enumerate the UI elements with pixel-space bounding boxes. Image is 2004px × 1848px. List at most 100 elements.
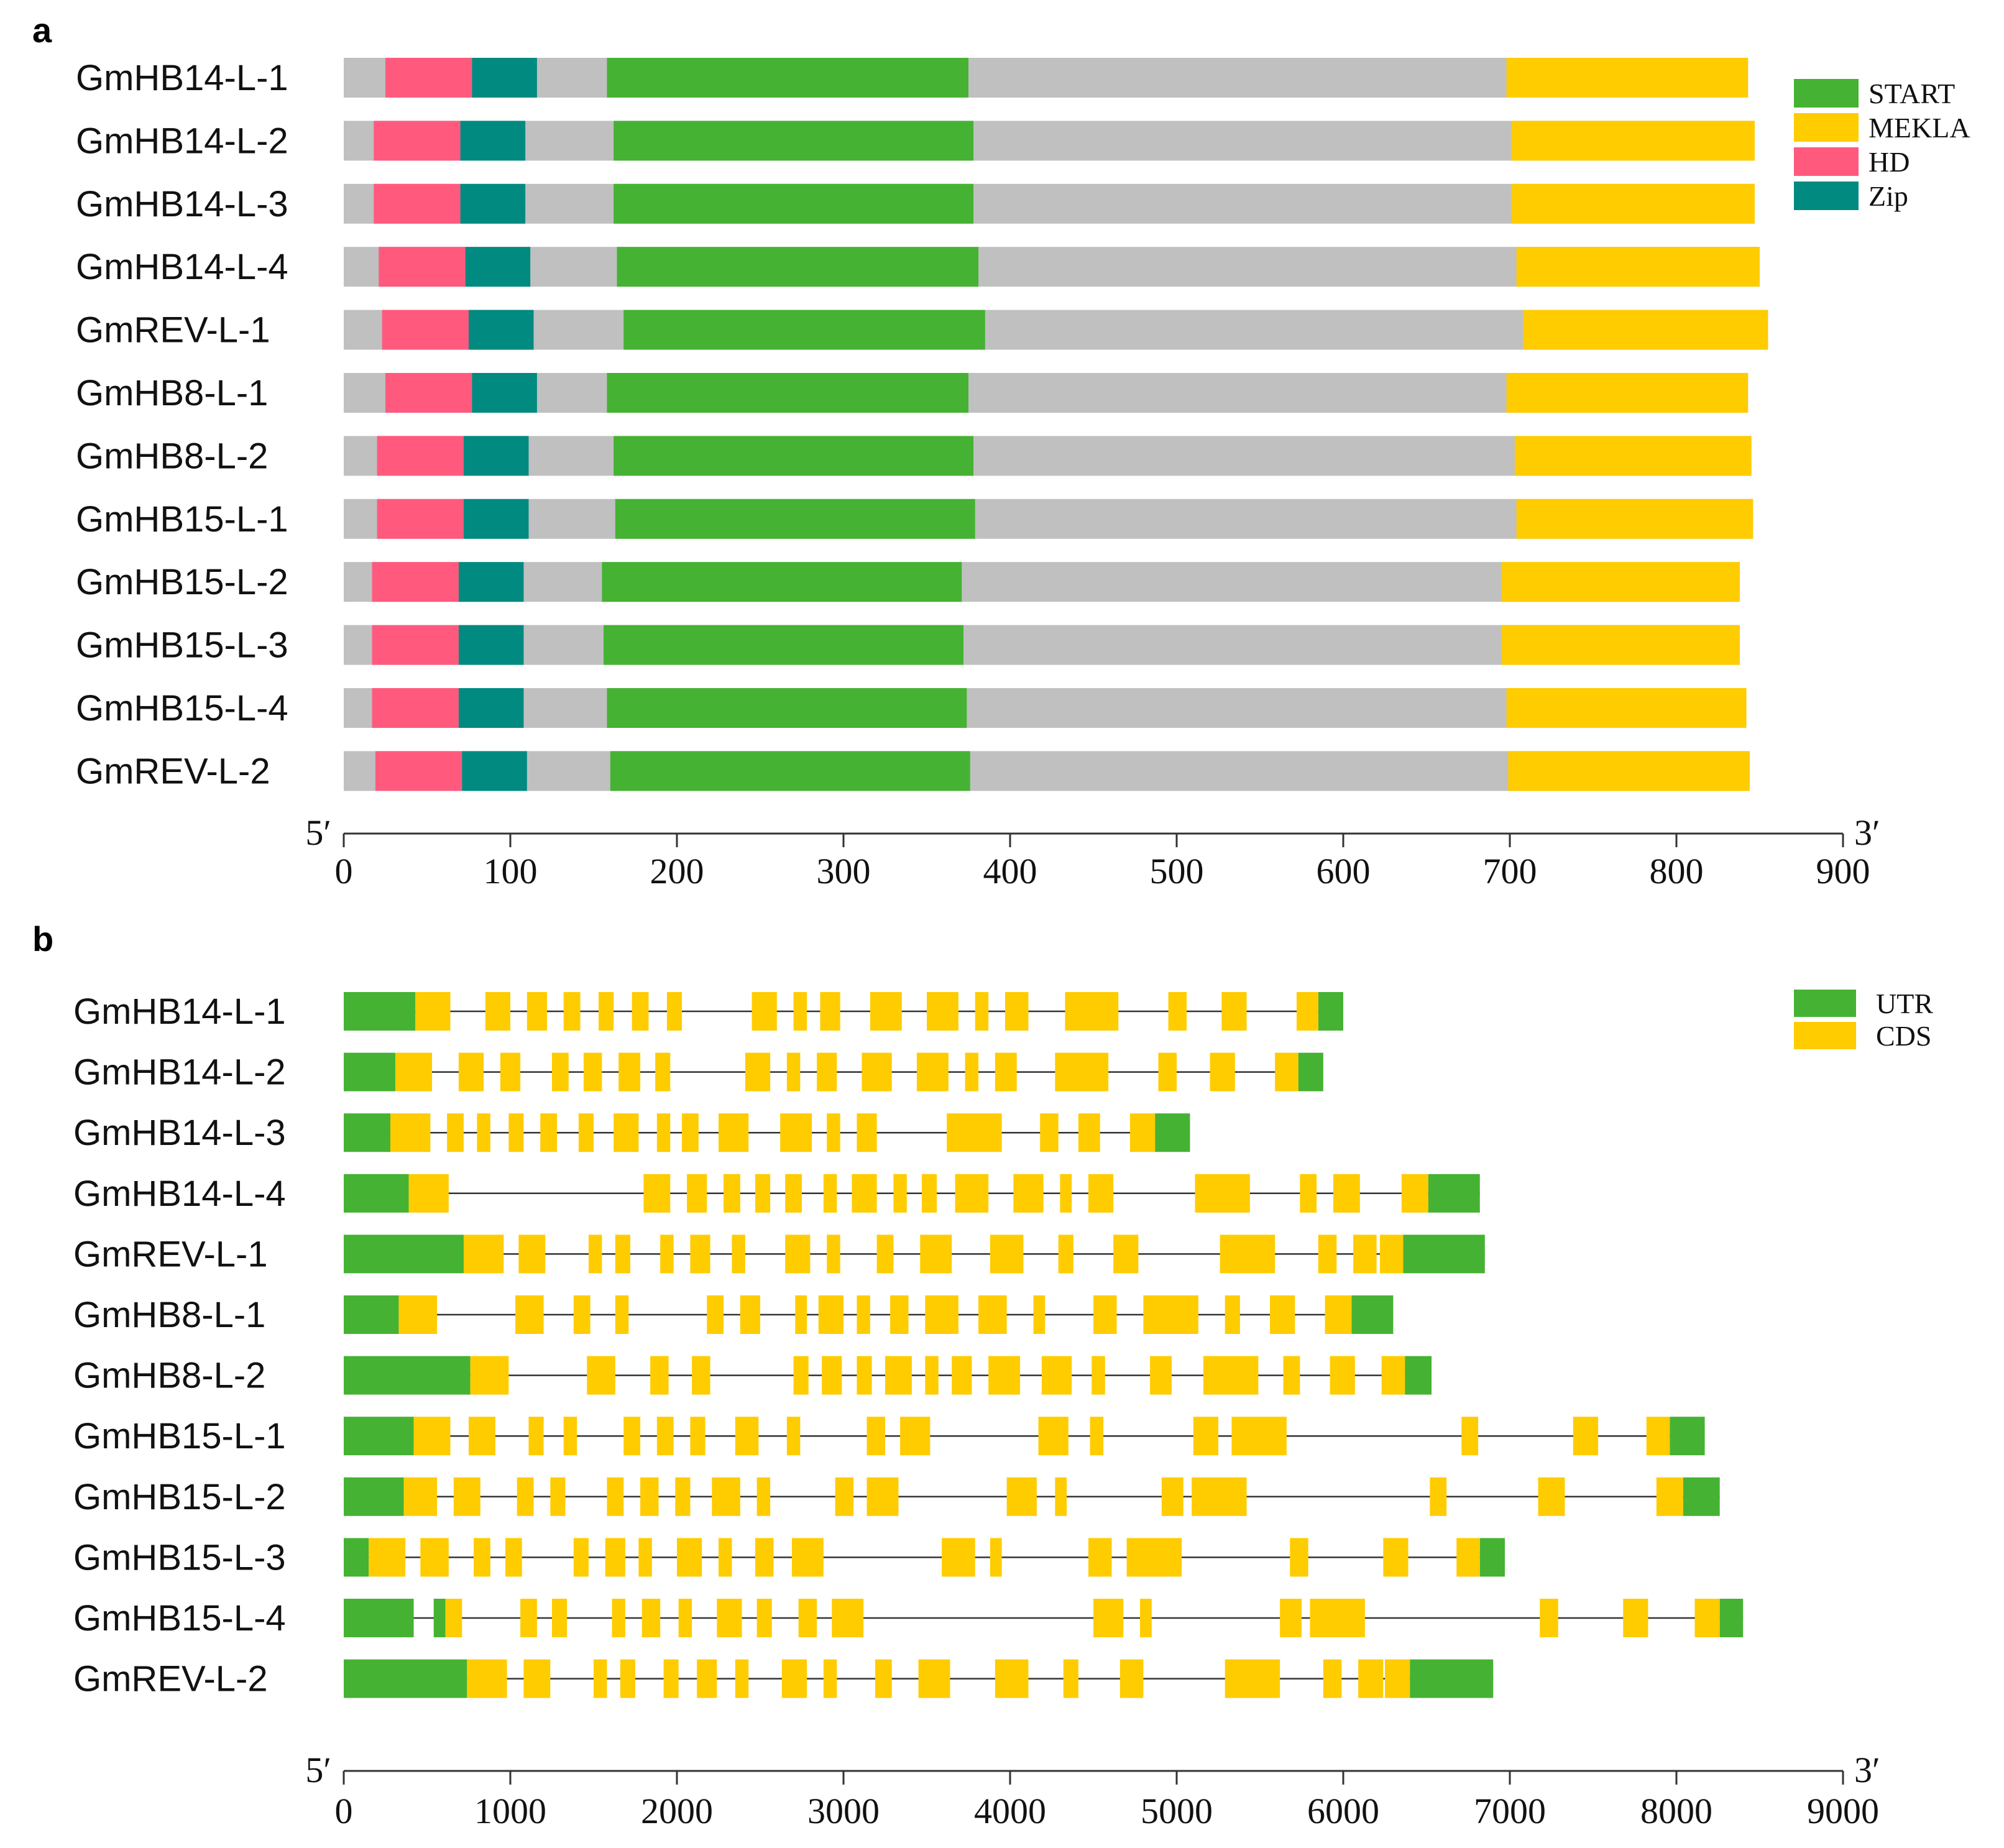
gene-row-gmrev-l-1: GmREV-L-1 [76,310,1768,351]
cds-block [793,1356,809,1395]
cds-block [893,1174,907,1213]
utr-block [344,1052,396,1092]
domain-start [615,499,975,539]
cds-block [1140,1599,1152,1637]
cds-block [599,992,614,1031]
gene-row-gmhb14-l-3: GmHB14-L-3 [76,183,1755,224]
cds-block [656,1113,671,1152]
cds-block [1231,1417,1287,1456]
cds-block [1694,1599,1720,1637]
cds-block [583,1052,602,1092]
cds-block [1041,1356,1072,1395]
gene-label: GmHB14-L-1 [73,991,286,1032]
cds-block [578,1113,594,1152]
panel-b-gene-structure: b GmHB14-L-1GmHB14-L-2GmHB14-L-3GmHB14-L… [32,919,1933,1831]
domain-mekla [1508,751,1750,791]
cds-block [1088,1538,1112,1577]
gene-row-gmhb15-l-3: GmHB15-L-3 [76,625,1740,666]
gene-label: GmHB15-L-3 [73,1537,286,1578]
cds-block [952,1356,972,1395]
cds-block [403,1477,438,1516]
cds-block [793,992,807,1031]
cds-block [1168,992,1187,1031]
utr-block [1403,1234,1485,1274]
five-prime-label: 5′ [305,1750,331,1790]
cds-block [707,1295,724,1334]
cds-block [1383,1538,1409,1577]
cds-block [1126,1538,1182,1577]
cds-block [1323,1659,1342,1698]
cds-block [780,1113,812,1152]
panel-a-letter: a [32,11,52,50]
legend-item-start: START [1794,78,1955,109]
gene-row-gmhb8-l-1: GmHB8-L-1 [73,1295,1394,1335]
cds-block [1221,992,1247,1031]
cds-block [995,1659,1029,1698]
utr-block [344,992,416,1031]
panel-a-gene-rows: GmHB14-L-1 GmHB14-L-2 GmHB14-L-3 GmHB14-L-4… [76,58,1768,791]
cds-block [623,1417,641,1456]
domain-zip [458,625,524,665]
cds-block [1381,1356,1405,1395]
cds-block [485,992,510,1031]
cds-block [927,992,958,1031]
domain-start [617,247,979,287]
cds-block [1004,992,1029,1031]
x-tick-label: 2000 [641,1791,713,1831]
utr-block [433,1599,446,1637]
cds-block [916,1052,949,1092]
cds-block [612,1599,625,1637]
cds-block [890,1295,909,1334]
cds-block [1290,1538,1308,1577]
cds-block [1330,1356,1355,1395]
cds-block [467,1659,507,1698]
legend-swatch [1794,1022,1856,1049]
x-tick-label: 1000 [474,1791,546,1831]
utr-block [344,1599,414,1637]
domain-start [607,58,968,98]
cds-block [822,1356,842,1395]
cds-block [719,1538,732,1577]
gene-row-gmhb8-l-2: GmHB8-L-2 [76,436,1752,476]
utr-block [1155,1113,1190,1152]
cds-block [675,1477,691,1516]
cds-block [832,1599,864,1637]
gene-label: GmHB14-L-2 [76,121,288,161]
cds-block [921,1174,937,1213]
x-tick-label: 4000 [974,1791,1046,1831]
domain-start [607,373,968,413]
cds-block [678,1599,692,1637]
x-tick-label: 500 [1150,851,1204,891]
cds-block [470,1356,509,1395]
cds-block [1093,1599,1124,1637]
domain-zip [465,247,531,287]
x-tick-label: 300 [817,851,871,891]
cds-block [517,1477,534,1516]
cds-block [682,1113,699,1152]
domain-zip [460,121,526,161]
cds-block [1656,1477,1683,1516]
cds-block [925,1295,958,1334]
gene-label: GmHB8-L-1 [73,1295,265,1335]
cds-block [550,1477,566,1516]
domain-mekla [1516,499,1754,539]
cds-block [995,1052,1017,1092]
legend-swatch [1794,113,1859,142]
cds-block [690,1417,706,1456]
cds-block [920,1234,952,1274]
cds-block [552,1052,569,1092]
legend-label: HD [1868,146,1910,178]
legend-item-mekla: MEKLA [1794,112,1970,144]
cds-block [1623,1599,1648,1637]
cds-block [518,1234,546,1274]
gene-label: GmREV-L-2 [76,751,270,791]
domain-hd [372,688,459,728]
cds-block [835,1477,854,1516]
cds-block [638,1538,652,1577]
cds-block [398,1295,438,1334]
cds-block [692,1356,710,1395]
domain-hd [375,751,462,791]
domain-mekla [1523,310,1768,350]
utr-block [344,1659,467,1698]
domain-mekla [1516,247,1760,287]
